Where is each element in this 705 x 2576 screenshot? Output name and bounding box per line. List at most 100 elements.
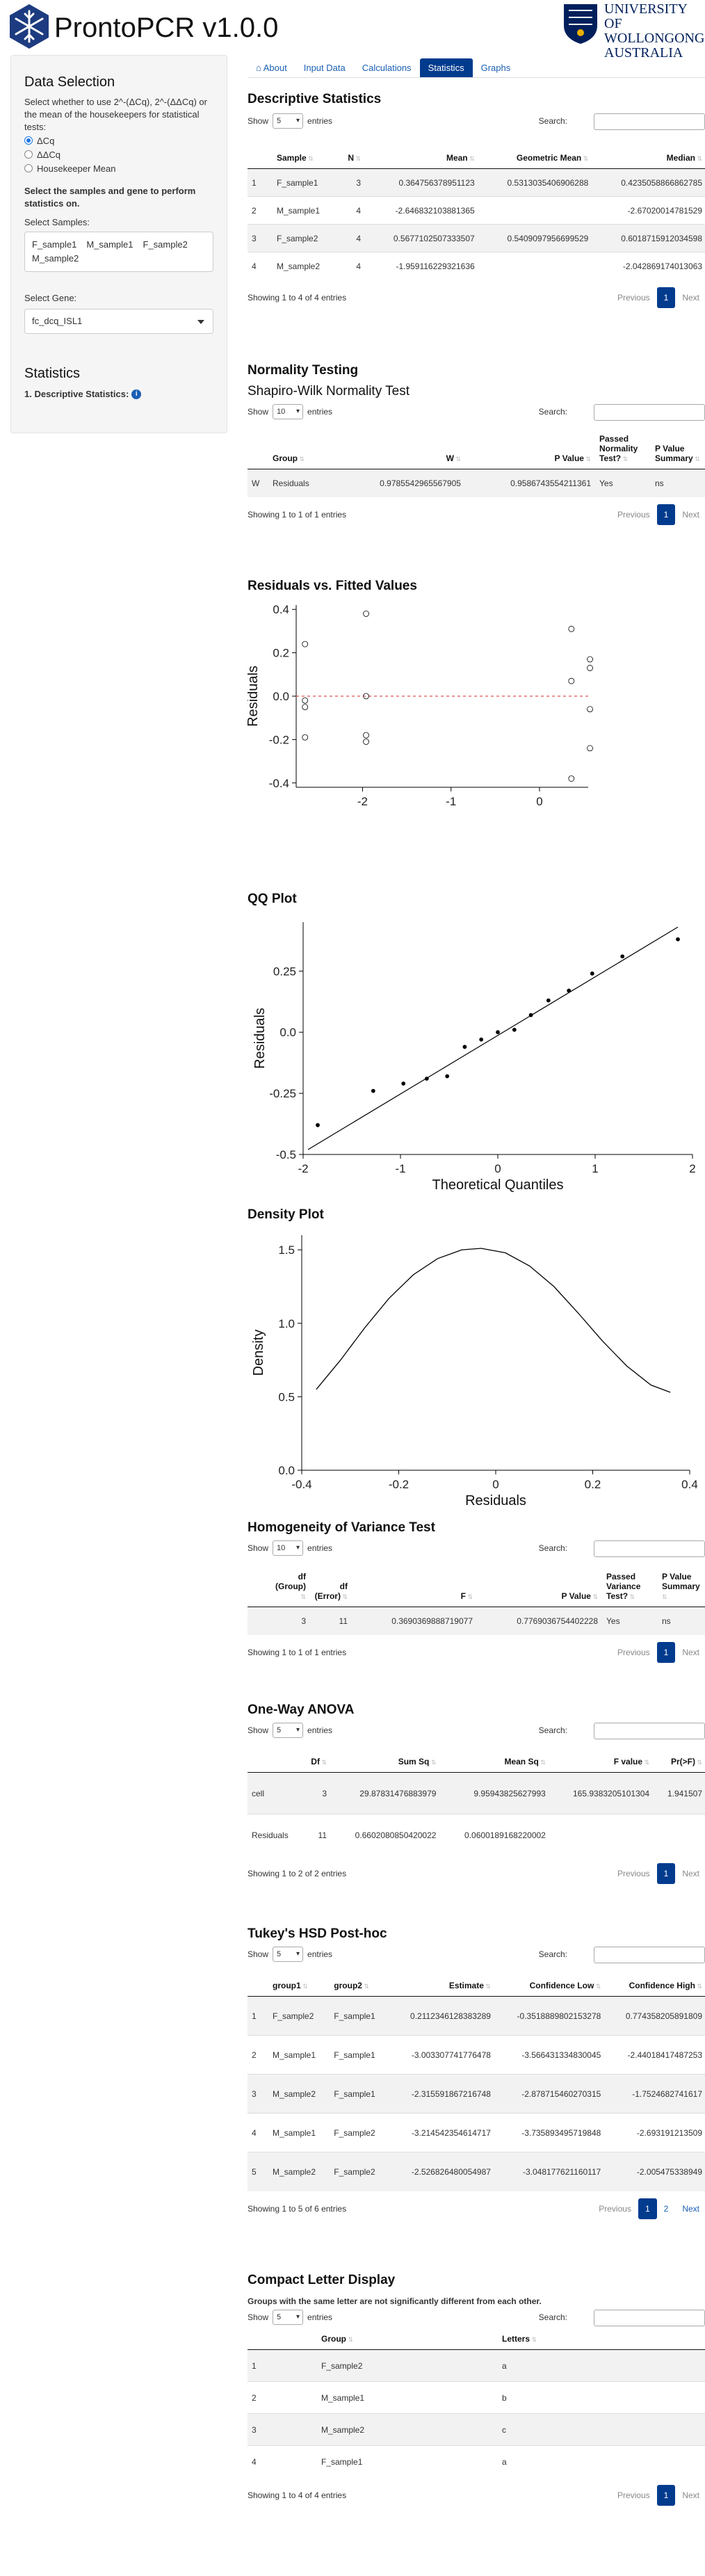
next-button[interactable]: Next	[682, 2203, 699, 2214]
tab-statistics[interactable]: Statistics	[419, 58, 473, 77]
previous-button[interactable]: Previous	[617, 1647, 650, 1657]
length-select[interactable]: 5	[273, 1947, 304, 1962]
page-button[interactable]: 1	[656, 1641, 676, 1663]
column-header[interactable]: P Value Summary	[658, 1566, 705, 1607]
column-header[interactable]: F value	[549, 1751, 654, 1773]
radio-ddcq[interactable]: ΔΔCq	[24, 147, 213, 161]
length-select[interactable]: 10	[273, 1540, 304, 1556]
column-header[interactable]: Mean	[365, 147, 479, 169]
previous-button[interactable]: Previous	[617, 292, 650, 303]
table-row[interactable]: 3 11 0.369036988871907​7 0.776903675440222​…	[248, 1607, 705, 1635]
table-row[interactable]: Residuals 11 0.66020808504200​22 0.06001891…	[248, 1814, 705, 1856]
column-header[interactable]: group2	[330, 1975, 389, 1997]
table-row[interactable]: 1 F_sample2 F_sample1 0.211234612838​3289 -0…	[248, 1996, 705, 2036]
next-button[interactable]: Next	[682, 2490, 699, 2500]
column-header[interactable]	[248, 1975, 268, 1997]
column-header[interactable]: df (Group)	[268, 1566, 310, 1607]
column-header[interactable]: P Value	[464, 428, 595, 469]
column-header[interactable]: W	[334, 428, 465, 469]
column-header[interactable]: Passed Normality Test?	[595, 428, 651, 469]
table-row[interactable]: 4 M_sample1 F_sample2 -3.21454235461471​7 -3…	[248, 2113, 705, 2152]
radio-housekeeper-mean[interactable]: Housekeeper Mean	[24, 161, 213, 175]
search-input[interactable]	[594, 1947, 705, 1963]
length-select[interactable]: 10	[273, 404, 304, 419]
column-header[interactable]: Geometric Mean	[478, 147, 593, 169]
page-button[interactable]: 1	[656, 504, 676, 525]
table-row[interactable]: W Residuals 0.978554296556790​5 0.958674355…	[248, 469, 705, 497]
column-header[interactable]	[248, 2328, 317, 2350]
column-header[interactable]: P Value	[477, 1566, 602, 1607]
table-row[interactable]: cell 3 29.878314768839​79 9.959438256279​93…	[248, 1772, 705, 1814]
length-select[interactable]: 5	[273, 113, 304, 129]
gene-select[interactable]: fc_dcq_ISL1	[24, 309, 213, 334]
column-header[interactable]: Pr(>F)	[654, 1751, 705, 1773]
table-row[interactable]: 4 F_sample1 a	[248, 2445, 705, 2478]
column-header[interactable]: Mean Sq	[440, 1751, 550, 1773]
radio-selected-icon[interactable]	[24, 136, 33, 145]
sample-chip[interactable]: M_sample1	[86, 239, 133, 250]
column-header[interactable]: Df	[303, 1751, 331, 1773]
table-row[interactable]: 1 F_sample1 3 0.364756378951123 0.5313035406…	[248, 168, 705, 197]
radio-unselected-icon[interactable]	[24, 164, 33, 172]
search-input[interactable]	[594, 1723, 705, 1739]
page-button[interactable]: 1	[656, 1862, 676, 1884]
column-header[interactable]: Group	[268, 428, 334, 469]
column-header[interactable]: Group	[317, 2328, 498, 2350]
next-button[interactable]: Next	[682, 1647, 699, 1657]
column-header[interactable]: Confidence High	[605, 1975, 705, 1997]
column-header[interactable]	[248, 1566, 268, 1607]
page-button[interactable]: 1	[656, 287, 676, 308]
page-button[interactable]: 1	[638, 2198, 657, 2219]
table-row[interactable]: 2 M_sample1 b	[248, 2381, 705, 2414]
column-header[interactable]: group1	[268, 1975, 330, 1997]
next-button[interactable]: Next	[682, 292, 699, 303]
column-header[interactable]	[248, 1751, 303, 1773]
table-row[interactable]: 3 M_sample2 c	[248, 2413, 705, 2446]
table-row[interactable]: 3 F_sample2 4 0.567710250733350​7 0.54090979…	[248, 224, 705, 252]
column-header[interactable]	[248, 428, 268, 469]
search-input[interactable]	[594, 113, 705, 130]
column-header[interactable]	[248, 147, 273, 169]
column-header[interactable]: F	[352, 1566, 477, 1607]
column-header[interactable]: N	[338, 147, 366, 169]
radio-dcq[interactable]: ΔCq	[24, 134, 213, 147]
previous-button[interactable]: Previous	[599, 2203, 631, 2214]
tab-about[interactable]: ⌂ About	[248, 58, 295, 77]
search-input[interactable]	[594, 1540, 705, 1557]
tab-calculations[interactable]: Calculations	[362, 63, 412, 73]
table-row[interactable]: 5 M_sample2 F_sample2 -2.52682648005498​7 -3…	[248, 2152, 705, 2191]
column-header[interactable]: Sample	[273, 147, 339, 169]
table-row[interactable]: 4 M_sample2 4 -1.95911622932163​6 -2.0428691…	[248, 252, 705, 280]
previous-button[interactable]: Previous	[617, 2490, 650, 2500]
column-header[interactable]: Median	[592, 147, 705, 169]
column-header[interactable]: Confidence Low	[494, 1975, 606, 1997]
samples-multiselect[interactable]: F_sample1 M_sample1 F_sample2 M_sample2	[24, 232, 213, 272]
sample-chip[interactable]: F_sample2	[143, 239, 188, 250]
table-row[interactable]: 3 M_sample2 F_sample1 -2.31559186721674​8 -2…	[248, 2074, 705, 2114]
search-input[interactable]	[594, 2310, 705, 2326]
info-icon[interactable]: i	[131, 389, 142, 399]
column-header[interactable]: Estimate	[389, 1975, 495, 1997]
column-header[interactable]: Sum Sq	[331, 1751, 441, 1773]
tab-graphs[interactable]: Graphs	[480, 63, 511, 73]
table-row[interactable]: 2 M_sample1 F_sample1 -3.00330774177647​8 -3…	[248, 2035, 705, 2075]
sample-chip[interactable]: F_sample1	[32, 239, 77, 250]
column-header[interactable]: Letters	[498, 2328, 705, 2350]
table-row[interactable]: 2 M_sample1 4 -2.64683210388136​5 -2.6702001…	[248, 196, 705, 225]
table-row[interactable]: 1 F_sample2 a	[248, 2349, 705, 2382]
radio-unselected-icon[interactable]	[24, 150, 33, 159]
next-button[interactable]: Next	[682, 1868, 699, 1878]
search-input[interactable]	[594, 404, 705, 421]
previous-button[interactable]: Previous	[617, 1868, 650, 1878]
tab-input-data[interactable]: Input Data	[303, 63, 346, 73]
column-header[interactable]: df (Error)	[310, 1566, 352, 1607]
next-button[interactable]: Next	[682, 509, 699, 520]
page-button[interactable]: 1	[656, 2484, 676, 2506]
length-select[interactable]: 5	[273, 2310, 304, 2325]
page-button[interactable]: 2	[663, 2203, 669, 2214]
column-header[interactable]: Passed Variance Test?	[602, 1566, 658, 1607]
sample-chip[interactable]: M_sample2	[32, 253, 79, 264]
column-header[interactable]: P Value Summary	[651, 428, 705, 469]
previous-button[interactable]: Previous	[617, 509, 650, 520]
length-select[interactable]: 5	[273, 1723, 304, 1738]
